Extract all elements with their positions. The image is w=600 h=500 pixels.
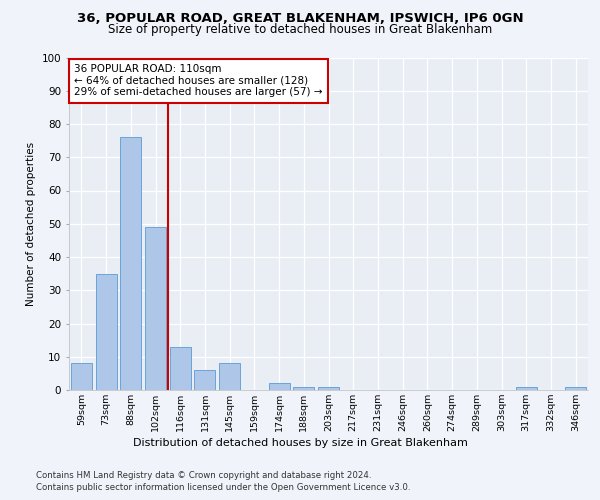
Bar — [269, 384, 290, 390]
Bar — [95, 274, 116, 390]
Bar — [219, 364, 240, 390]
Bar — [71, 364, 92, 390]
Text: Size of property relative to detached houses in Great Blakenham: Size of property relative to detached ho… — [108, 22, 492, 36]
Bar — [170, 347, 191, 390]
Bar — [565, 386, 586, 390]
Text: Contains public sector information licensed under the Open Government Licence v3: Contains public sector information licen… — [36, 482, 410, 492]
Bar — [194, 370, 215, 390]
Text: Contains HM Land Registry data © Crown copyright and database right 2024.: Contains HM Land Registry data © Crown c… — [36, 471, 371, 480]
Y-axis label: Number of detached properties: Number of detached properties — [26, 142, 36, 306]
Text: Distribution of detached houses by size in Great Blakenham: Distribution of detached houses by size … — [133, 438, 467, 448]
Bar — [293, 386, 314, 390]
Text: 36 POPULAR ROAD: 110sqm
← 64% of detached houses are smaller (128)
29% of semi-d: 36 POPULAR ROAD: 110sqm ← 64% of detache… — [74, 64, 323, 98]
Bar — [120, 138, 141, 390]
Bar — [516, 386, 537, 390]
Text: 36, POPULAR ROAD, GREAT BLAKENHAM, IPSWICH, IP6 0GN: 36, POPULAR ROAD, GREAT BLAKENHAM, IPSWI… — [77, 12, 523, 25]
Bar — [318, 386, 339, 390]
Bar — [145, 227, 166, 390]
